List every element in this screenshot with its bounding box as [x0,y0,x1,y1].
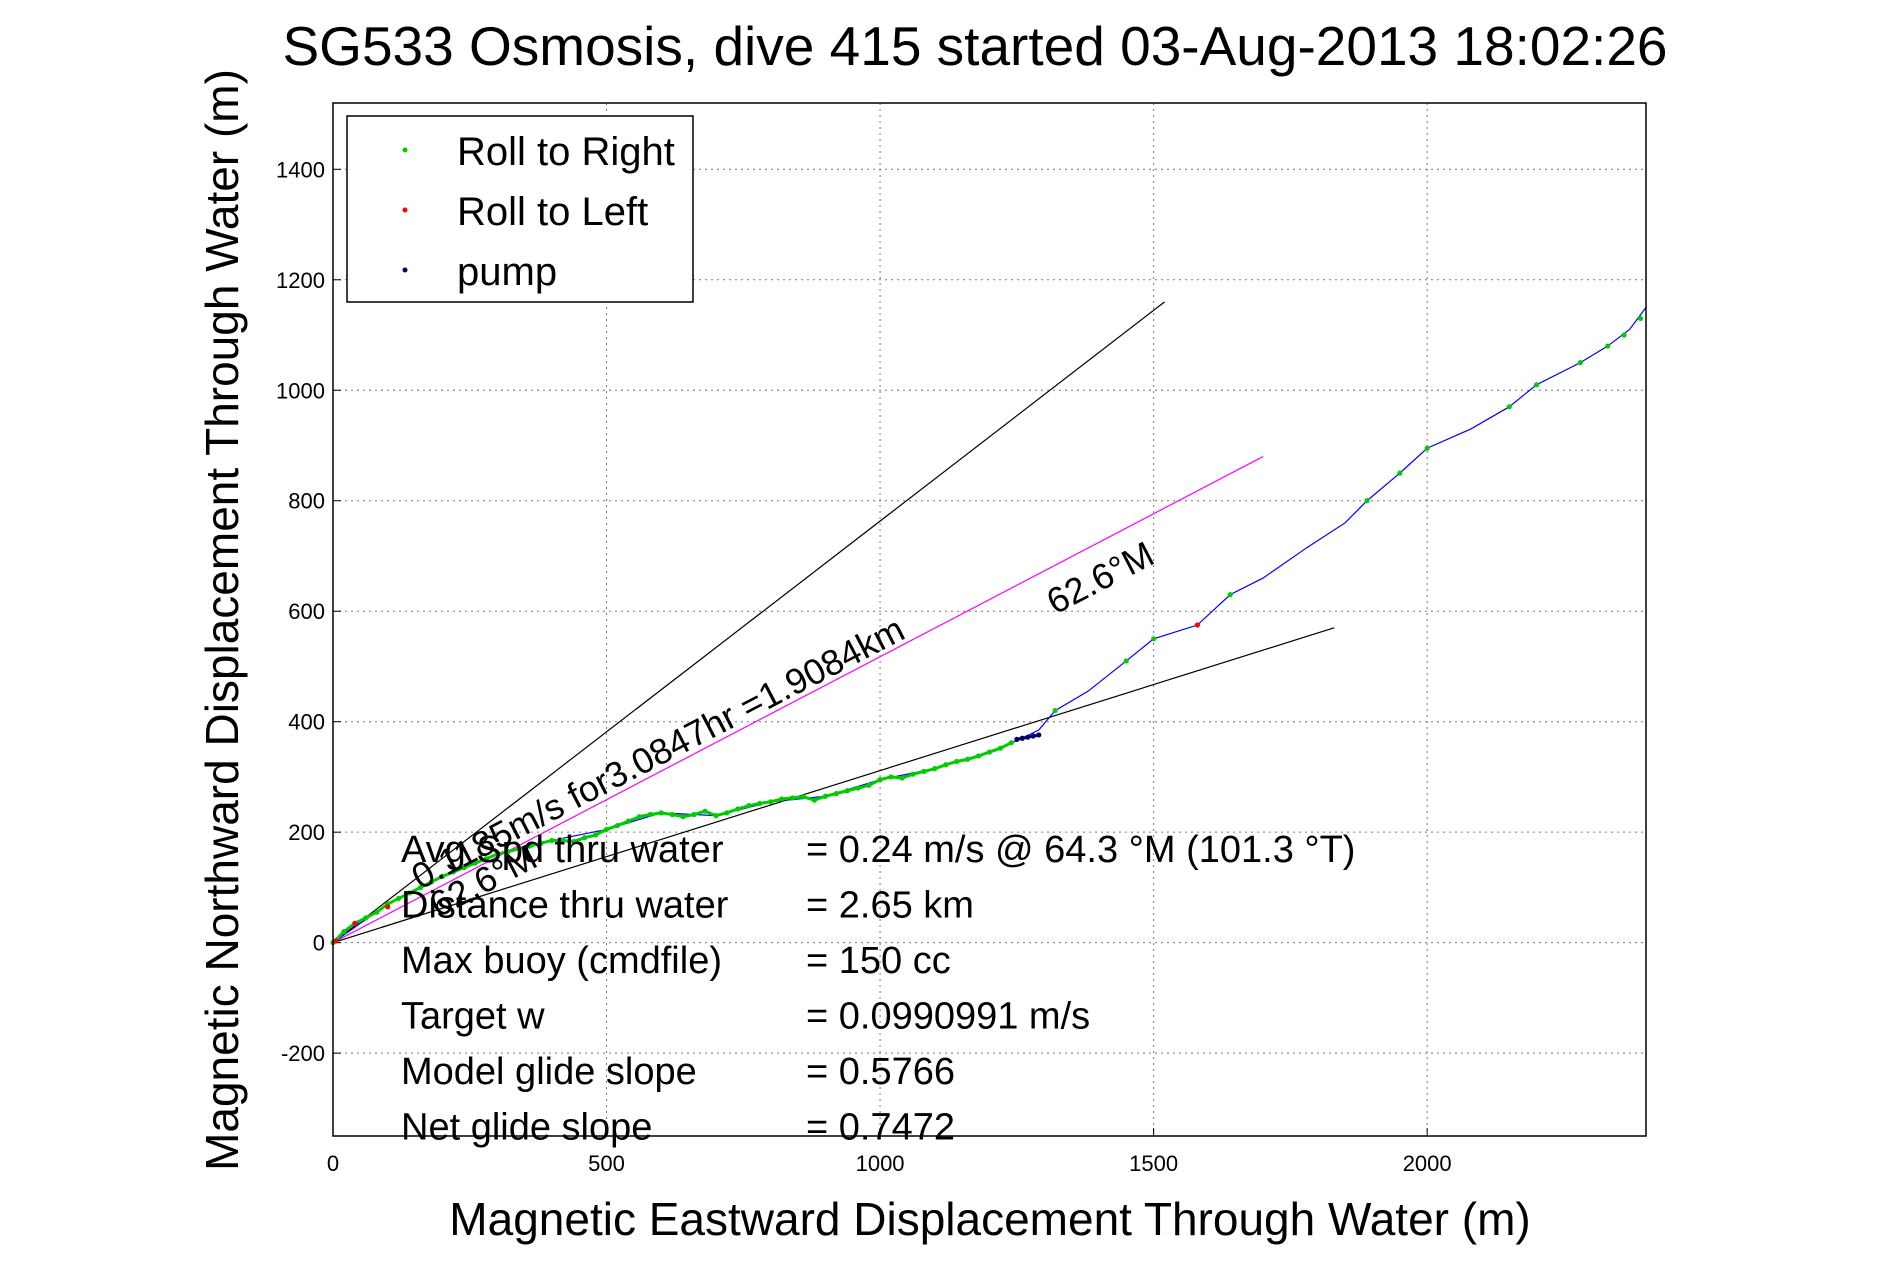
series-path [331,741,1013,944]
y-tick-label: -200 [281,1041,325,1066]
data-point [1621,332,1627,338]
data-point [1533,382,1540,388]
y-tick-label: 600 [288,599,325,624]
stat-value: = 0.5766 [806,1051,955,1093]
y-tick-label: 1400 [276,157,325,182]
stat-value: = 2.65 km [806,885,974,927]
series-roll-to-left [333,622,1200,944]
x-tick-label: 1500 [1129,1151,1178,1176]
legend-items: Roll to Right Roll to Left pump [402,130,675,294]
series-roll-to-right [330,315,1644,946]
series-layer [330,315,1644,946]
stat-label: Model glide slope [401,1051,697,1093]
data-point [1151,636,1157,642]
data-point [1506,404,1512,410]
stats-block: Avg Spd thru water = 0.24 m/s @ 64.3 °M (… [401,829,1355,1149]
series-path [1016,733,1040,741]
data-point [1123,658,1129,664]
grid-layer [332,103,1646,1136]
legend-marker [402,267,408,273]
track-line [332,307,1647,944]
stat-label: Avg Spd thru water [401,829,724,871]
y-tick-label: 1200 [276,268,325,293]
stat-value: = 0.7472 [806,1107,955,1149]
data-point [1605,343,1611,349]
stat-value: = 0.24 m/s @ 64.3 °M (101.3 °T) [806,829,1355,871]
data-point [1424,445,1430,451]
data-point [1397,470,1403,476]
series-pump [1014,732,1042,742]
track-layer [332,307,1647,944]
stat-label: Distance thru water [401,885,729,927]
legend-label: Roll to Left [457,190,648,234]
legend-marker [402,147,408,153]
legend-marker [402,207,408,213]
stat-value: = 0.0990991 m/s [806,996,1090,1038]
x-axis-label: Magnetic Eastward Displacement Through W… [449,1193,1530,1245]
data-point [1637,315,1644,322]
data-point [1364,498,1370,504]
legend: Roll to Right Roll to Left pump [346,115,694,303]
reference-line-0 [332,301,1165,944]
plot-border [332,102,1647,1137]
data-point [352,920,358,926]
stat-label: Net glide slope [401,1107,652,1149]
x-tick-label: 2000 [1403,1151,1452,1176]
x-tick-label: 0 [327,1151,339,1176]
data-point [333,938,339,944]
x-tick-label: 1000 [856,1151,905,1176]
stat-label: Target w [401,996,545,1038]
y-tick-labels: -200 0 200 400 600 800 1000 1200 1400 [276,157,325,1066]
x-tick-label: 500 [588,1151,625,1176]
data-point [1194,622,1200,628]
reference-line-1 [332,456,1264,944]
y-tick-label: 1000 [276,378,325,403]
y-tick-label: 800 [288,489,325,514]
y-tick-label: 200 [288,820,325,845]
y-tick-label: 0 [313,931,325,956]
reference-lines-layer [332,301,1335,944]
data-point [385,904,391,910]
y-axis-label: Magnetic Northward Displacement Through … [196,69,248,1171]
data-point [1577,360,1583,366]
data-point [1227,592,1233,598]
legend-label: Roll to Right [457,130,675,174]
reference-line-2 [332,627,1335,944]
stat-label: Max buoy (cmdfile) [401,940,722,982]
legend-label: pump [457,250,557,294]
x-tick-labels: 0 500 1000 1500 2000 [327,1151,1452,1176]
chart-title: SG533 Osmosis, dive 415 started 03-Aug-2… [282,15,1667,77]
data-point [1052,708,1058,714]
y-tick-label: 400 [288,710,325,735]
stat-value: = 150 cc [806,940,951,982]
